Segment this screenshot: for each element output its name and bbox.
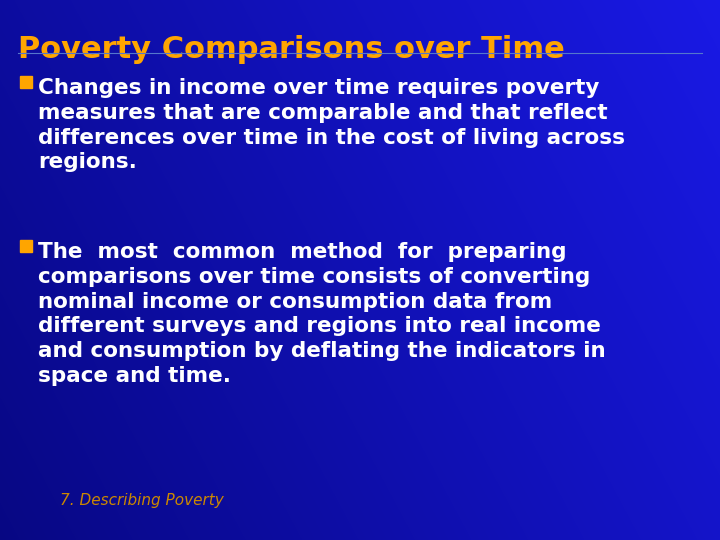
Text: The  most  common  method  for  preparing
comparisons over time consists of conv: The most common method for preparing com… (38, 242, 606, 386)
Bar (20, 76, 32, 88)
Text: Poverty Comparisons over Time: Poverty Comparisons over Time (18, 35, 564, 64)
Bar (20, 240, 32, 252)
Text: 7. Describing Poverty: 7. Describing Poverty (60, 493, 224, 508)
Text: Changes in income over time requires poverty
measures that are comparable and th: Changes in income over time requires pov… (38, 78, 625, 172)
